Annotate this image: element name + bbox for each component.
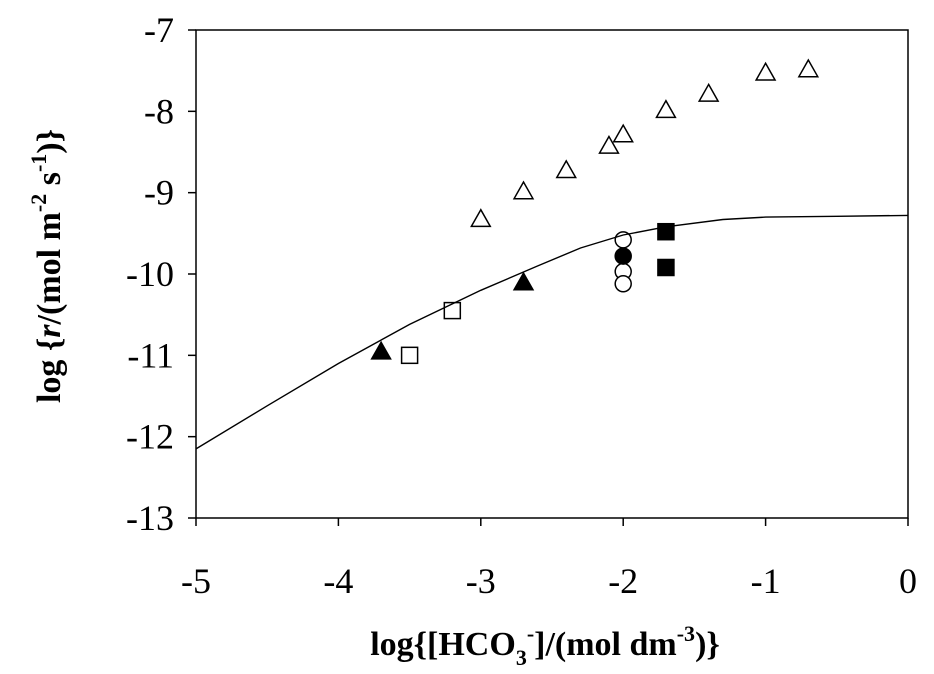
model-curve-line	[195, 214, 909, 450]
square-open-marker	[443, 301, 462, 320]
series-layer	[195, 58, 909, 450]
triangle-open-marker	[697, 82, 720, 102]
x-tick-label: -5	[181, 561, 211, 601]
y-tick-label: -8	[144, 91, 174, 131]
plot-area-frame	[195, 29, 909, 519]
circle-filled-marker	[614, 247, 632, 265]
triangle-open-marker	[470, 208, 492, 228]
x-axis-ticks: -5 -4 -3 -2 -1 0	[181, 518, 917, 601]
triangle-open-marker	[598, 134, 620, 154]
square-filled-marker	[657, 258, 675, 277]
triangle-open-marker	[512, 180, 535, 200]
triangle-open-marker	[655, 99, 677, 119]
y-tick-label: -10	[126, 254, 174, 294]
x-tick-label: -2	[608, 561, 638, 601]
y-tick-label: -9	[144, 173, 174, 213]
y-axis-title: log {r/(mol m-2 s-1)}	[26, 129, 68, 403]
triangle-open-marker	[797, 58, 820, 78]
triangle-filled-marker	[370, 340, 392, 360]
x-tick-label: -3	[466, 561, 496, 601]
y-tick-label: -13	[126, 498, 174, 538]
triangle-open-marker	[754, 61, 777, 81]
x-tick-label: -1	[751, 561, 781, 601]
x-axis-title: log{[HCO3-]/(mol dm-3)}	[370, 621, 720, 670]
y-tick-label: -11	[127, 335, 174, 375]
triangle-open-marker	[612, 123, 634, 143]
square-open-marker	[400, 346, 419, 365]
x-tick-label: -4	[323, 561, 353, 601]
y-axis-ticks: -7 -8 -9 -10 -11 -12 -13	[126, 10, 196, 538]
y-tick-label: -12	[126, 417, 174, 457]
triangle-open-marker	[555, 159, 577, 179]
x-tick-label: 0	[899, 561, 917, 601]
y-tick-label: -7	[144, 10, 174, 50]
triangle-filled-marker	[512, 271, 535, 291]
circle-open-marker	[614, 275, 632, 293]
